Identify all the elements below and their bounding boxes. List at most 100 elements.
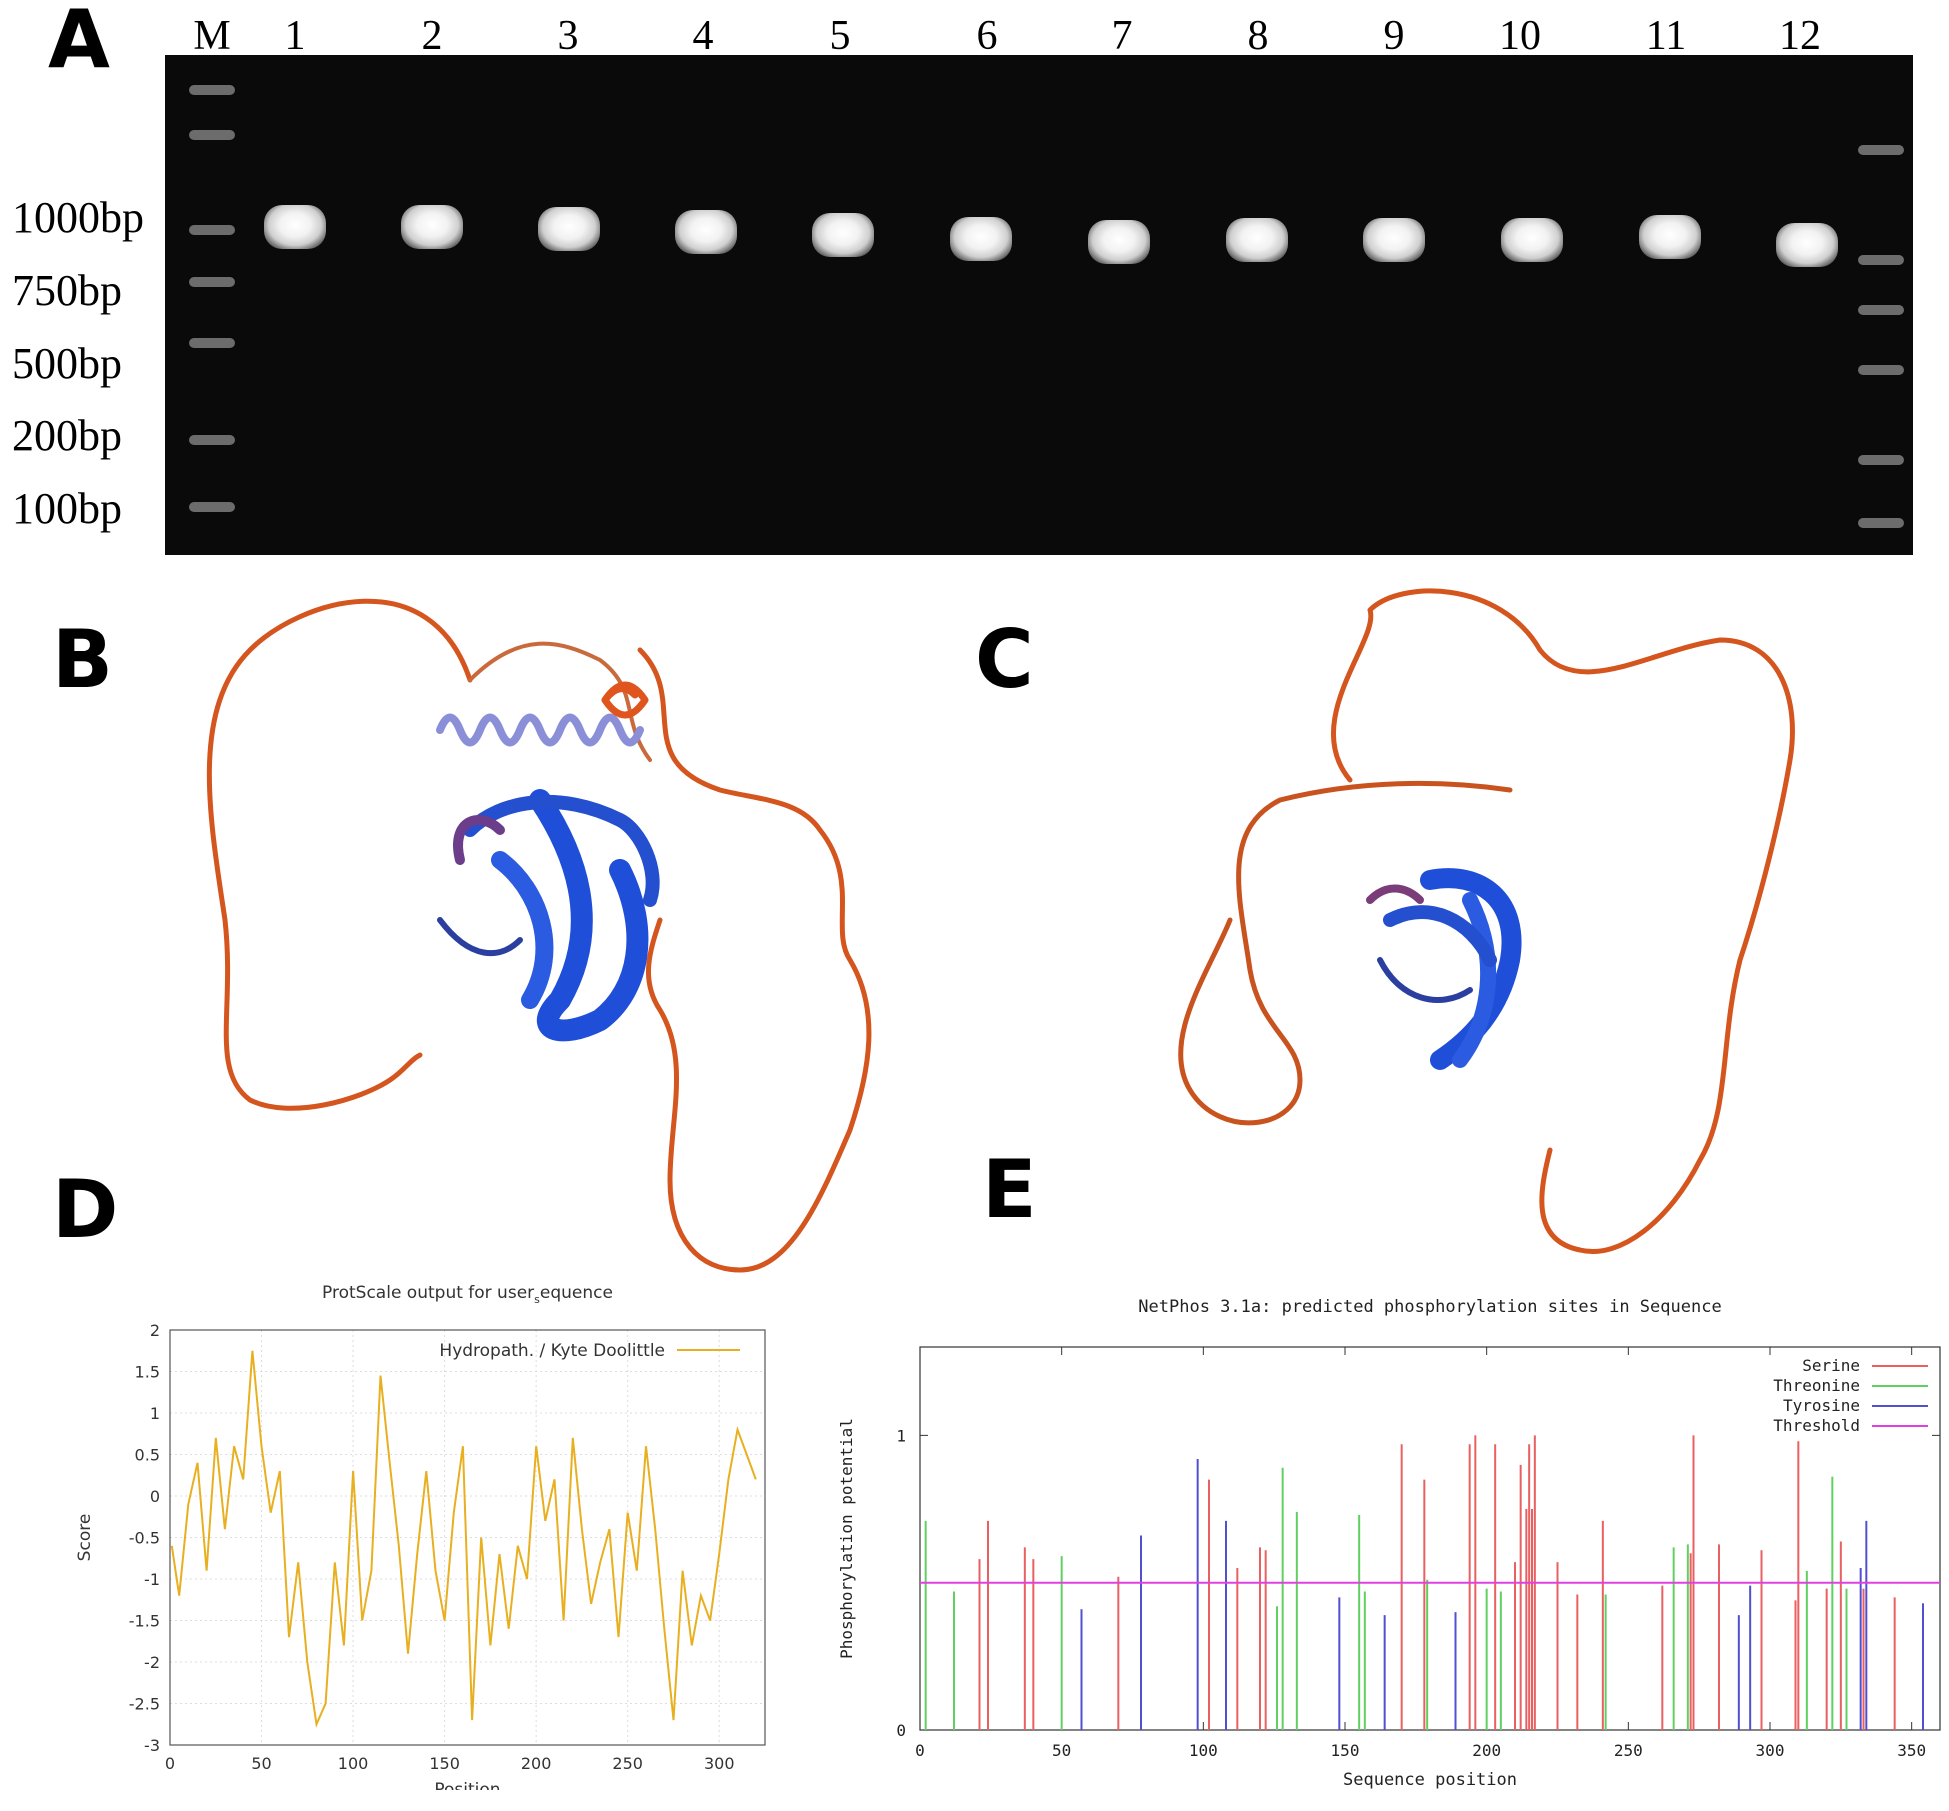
- beta-sheet: [491, 851, 554, 1009]
- x-tick-label: 150: [429, 1754, 460, 1773]
- ladder-band: [1858, 255, 1904, 265]
- x-axis-label: Position: [434, 1780, 500, 1790]
- lane-label: 9: [1383, 13, 1405, 59]
- y-tick-label: 0: [896, 1721, 906, 1740]
- x-tick-label: 100: [338, 1754, 369, 1773]
- x-tick-label: 300: [704, 1754, 735, 1773]
- beta-sheet: [463, 794, 660, 907]
- panel-label-e: E: [982, 1143, 1037, 1236]
- beta-sheet: [1383, 905, 1497, 967]
- ladder-band: [189, 130, 235, 140]
- x-axis-label: Sequence position: [1343, 1770, 1517, 1790]
- sample-band: [950, 217, 1012, 261]
- x-tick-label: 0: [165, 1754, 175, 1773]
- plot-frame: [169, 1329, 766, 1746]
- sample-band: [1088, 220, 1150, 264]
- sample-band: [812, 213, 874, 257]
- lane-label: 12: [1779, 13, 1821, 59]
- y-axis-label: Score: [75, 1514, 95, 1562]
- lane-label: 3: [557, 13, 579, 59]
- lane-label: 7: [1111, 13, 1133, 59]
- lane-label-marker: M: [193, 13, 231, 59]
- coil: [1377, 957, 1473, 1003]
- coil: [453, 815, 505, 865]
- ladder-band: [1858, 365, 1904, 375]
- legend-label: Tyrosine: [1783, 1396, 1860, 1415]
- lane-label: 8: [1247, 13, 1269, 59]
- marker-label-500bp: 500bp: [12, 339, 122, 388]
- x-tick-label: 300: [1756, 1741, 1785, 1760]
- x-tick-label: 0: [915, 1741, 925, 1760]
- ladder-band: [189, 435, 235, 445]
- lane-label: 4: [692, 13, 714, 59]
- coil-loop: [1178, 780, 1513, 1126]
- hydropathy-series-line: [170, 1350, 757, 1728]
- ladder-band: [189, 277, 235, 287]
- y-tick-label: -0.5: [129, 1529, 160, 1548]
- y-tick-label: -1.5: [129, 1612, 160, 1631]
- y-tick-label: 1.5: [135, 1363, 160, 1382]
- ladder-band: [189, 85, 235, 95]
- y-tick-label: -1: [144, 1570, 160, 1589]
- helix: [436, 713, 644, 747]
- sample-band: [1226, 218, 1288, 262]
- x-tick-label: 200: [1472, 1741, 1501, 1760]
- coil: [437, 917, 523, 956]
- ladder-band: [1858, 305, 1904, 315]
- ladder-band: [1858, 455, 1904, 465]
- y-tick-label: 0: [150, 1487, 160, 1506]
- coil: [1366, 884, 1424, 904]
- lane-label: 6: [976, 13, 998, 59]
- chart-title: NetPhos 3.1a: predicted phosphorylation …: [1138, 1297, 1721, 1317]
- sample-band: [1639, 215, 1701, 259]
- beta-sheet: [529, 789, 649, 1042]
- sample-band: [264, 205, 326, 249]
- coil-loop: [468, 641, 652, 762]
- sample-band: [538, 207, 600, 251]
- y-tick-label: 2: [150, 1321, 160, 1340]
- panel-label-a: A: [48, 0, 110, 86]
- lane-label: 1: [284, 13, 306, 59]
- y-tick-label: -2.5: [129, 1695, 160, 1714]
- x-tick-label: 350: [1897, 1741, 1926, 1760]
- lane-label: 2: [421, 13, 443, 59]
- ladder-band: [1858, 145, 1904, 155]
- y-axis-label: Phosphorylation potential: [837, 1418, 856, 1659]
- legend-label: Threshold: [1773, 1416, 1860, 1435]
- ladder-band: [189, 225, 235, 235]
- ladder-band: [1858, 518, 1904, 528]
- helix: [601, 681, 649, 719]
- sample-band: [401, 205, 463, 249]
- y-tick-label: 1: [896, 1426, 906, 1445]
- netphos-chart: NetPhos 3.1a: predicted phosphorylation …: [837, 1297, 1941, 1790]
- protscale-chart: ProtScale output for usersequence 2 1.5 1 0.…: [75, 1283, 766, 1790]
- marker-label-100bp: 100bp: [12, 484, 122, 533]
- lane-label: 5: [829, 13, 851, 59]
- legend-label: Hydropath. / Kyte Doolittle: [439, 1341, 665, 1361]
- lane-label: 11: [1645, 13, 1687, 59]
- coil-loop: [206, 598, 473, 1111]
- x-tick-label: 250: [612, 1754, 643, 1773]
- chart-title: ProtScale output for usersequence: [322, 1283, 613, 1306]
- panel-label-c: C: [975, 613, 1034, 706]
- marker-label-750bp: 750bp: [12, 266, 122, 315]
- legend-label: Serine: [1802, 1356, 1860, 1375]
- beta-sheet: [1452, 892, 1497, 1068]
- x-tick-label: 200: [521, 1754, 552, 1773]
- x-tick-label: 150: [1331, 1741, 1360, 1760]
- marker-label-1000bp: 1000bp: [12, 193, 144, 242]
- y-tick-label: 1: [150, 1404, 160, 1423]
- x-tick-label: 50: [251, 1754, 271, 1773]
- legend-label: Threonine: [1773, 1376, 1860, 1395]
- lane-label: 10: [1499, 13, 1541, 59]
- marker-label-200bp: 200bp: [12, 411, 122, 460]
- coil-loop: [637, 647, 872, 1273]
- y-tick-label: -2: [144, 1653, 160, 1672]
- plot-frame: [919, 1346, 1941, 1731]
- gel-image: [165, 55, 1913, 555]
- sample-band: [1363, 218, 1425, 262]
- x-tick-label: 50: [1052, 1741, 1071, 1760]
- x-tick-label: 250: [1614, 1741, 1643, 1760]
